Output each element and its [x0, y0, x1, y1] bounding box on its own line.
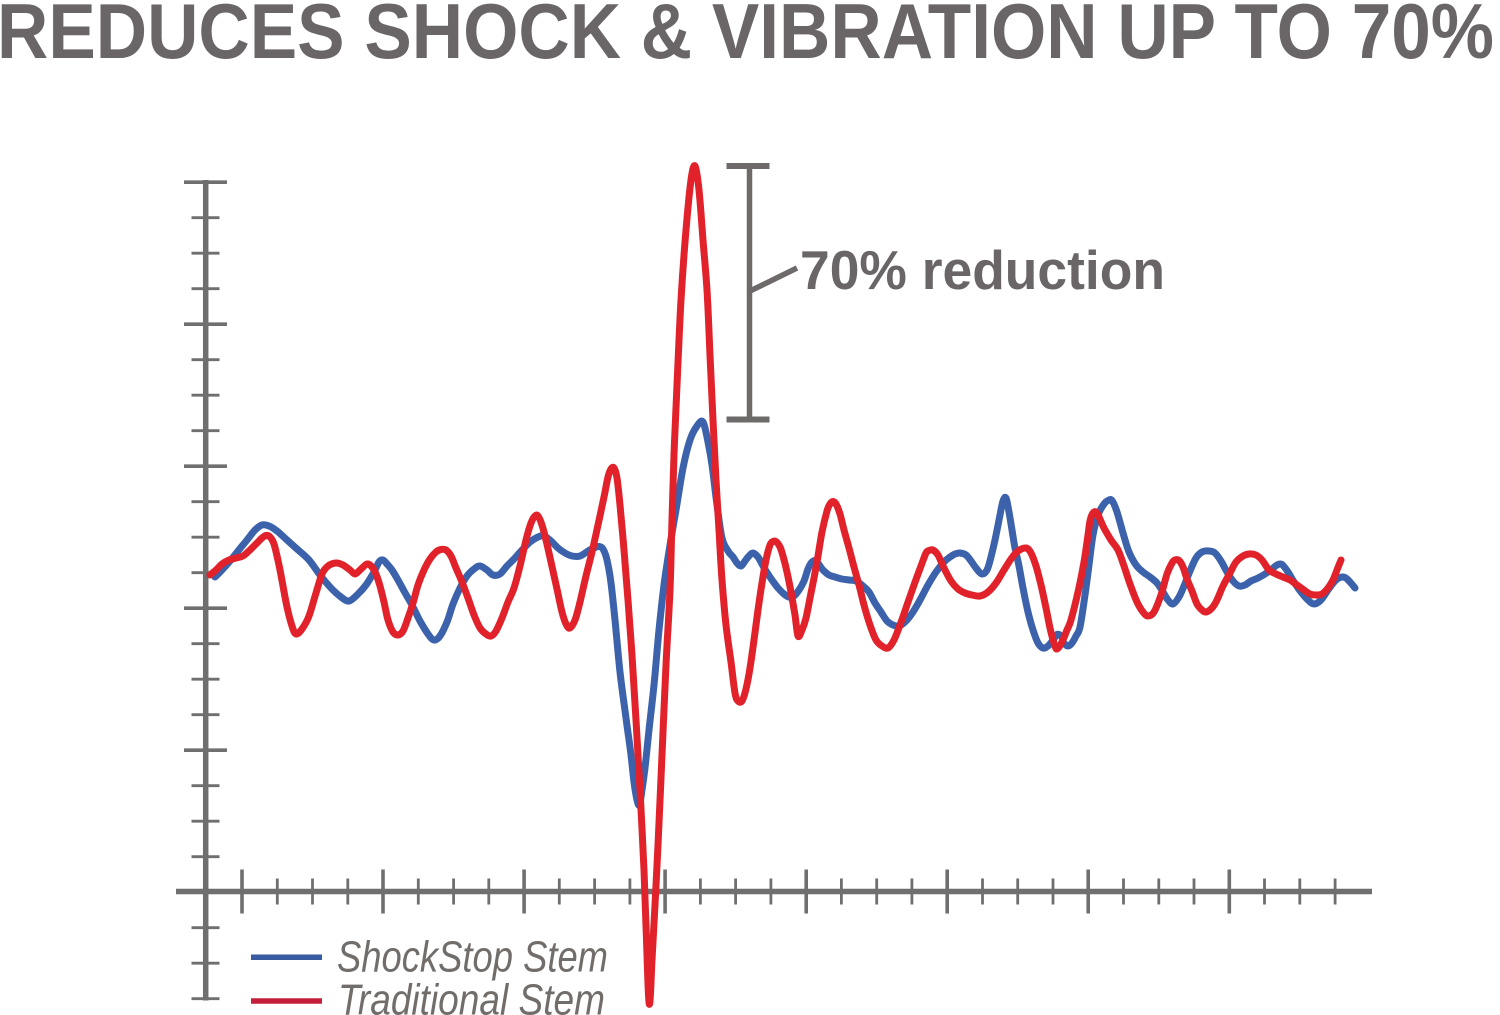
- svg-text:REDUCES SHOCK & VIBRATION UP T: REDUCES SHOCK & VIBRATION UP TO 70%: [0, 0, 1494, 75]
- svg-text:70% reduction: 70% reduction: [800, 239, 1165, 301]
- svg-text:ShockStop Stem: ShockStop Stem: [337, 932, 608, 981]
- svg-text:Traditional Stem: Traditional Stem: [338, 976, 605, 1015]
